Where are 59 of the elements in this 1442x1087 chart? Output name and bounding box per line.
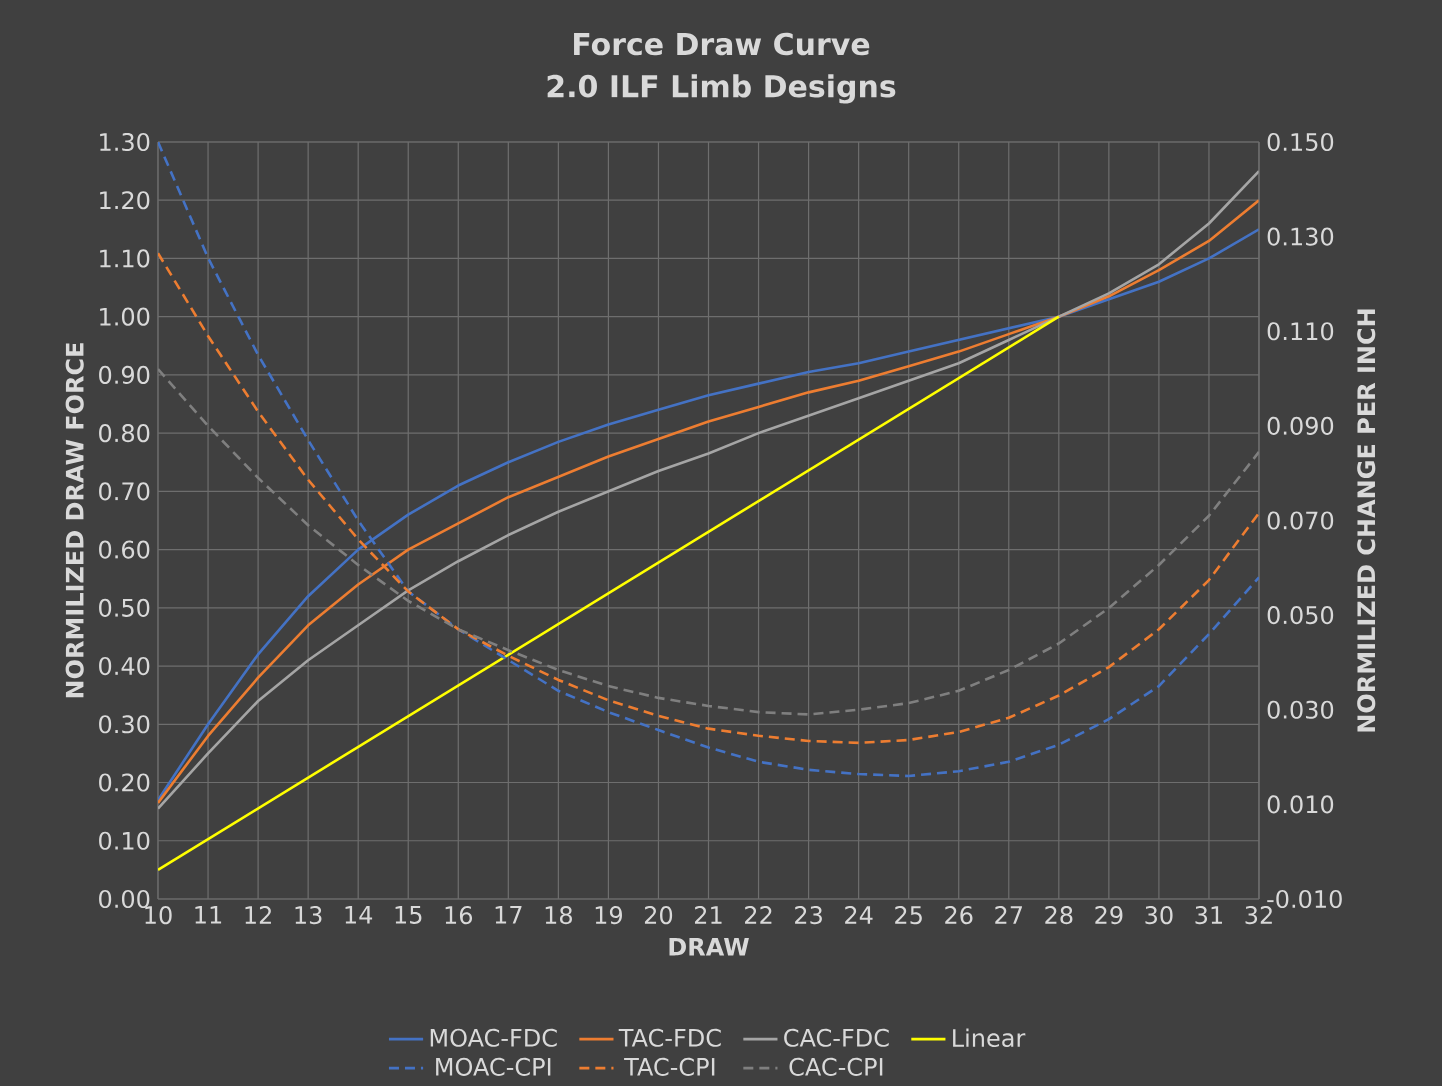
x-tick-label: 31 xyxy=(1195,906,1222,925)
x-tick-label: 29 xyxy=(1095,906,1123,925)
legend-label: MOAC-FDC xyxy=(430,1028,557,1048)
y2-tick-label: 0.110 xyxy=(1267,322,1334,341)
line-series xyxy=(158,368,1259,716)
x-tick-label: 30 xyxy=(1145,906,1173,925)
chart-subtitle: 2.0 ILF Limb Designs xyxy=(547,74,896,104)
y2-tick-label: 0.130 xyxy=(1267,227,1334,246)
legend-label: TAC-FDC xyxy=(618,1028,721,1048)
x-tick-label: 18 xyxy=(545,906,572,925)
y-tick-label: 0.00 xyxy=(99,890,150,909)
y2-tick-label: 0.010 xyxy=(1267,795,1334,814)
y-tick-label: 1.00 xyxy=(100,307,150,326)
legend-label: Linear xyxy=(953,1028,1026,1048)
y2-tick-label: 0.150 xyxy=(1267,133,1334,152)
x-tick-label: 21 xyxy=(694,906,722,925)
legend-label: TAC-CPI xyxy=(624,1057,715,1077)
x-tick-label: 10 xyxy=(145,906,172,925)
y-tick-label: 0.30 xyxy=(99,715,150,734)
x-tick-label: 24 xyxy=(845,906,873,925)
y-axis-title: NORMILIZED DRAW FORCE xyxy=(65,343,84,698)
y-tick-label: 0.50 xyxy=(99,598,150,618)
x-tick-label: 25 xyxy=(895,906,922,925)
y-tick-label: 0.40 xyxy=(99,657,150,676)
x-tick-label: 23 xyxy=(795,906,822,925)
x-axis-title: DRAW xyxy=(669,938,749,956)
y-tick-label: 1.30 xyxy=(100,133,150,152)
y2-tick-label: 0.050 xyxy=(1267,606,1334,625)
x-tick-label: 22 xyxy=(745,906,772,925)
x-tick-label: 27 xyxy=(995,906,1022,925)
x-tick-label: 20 xyxy=(644,906,673,925)
x-tick-label: 19 xyxy=(595,906,622,925)
y-tick-label: 0.70 xyxy=(99,482,150,501)
x-tick-label: 11 xyxy=(195,906,222,924)
y-tick-label: 1.20 xyxy=(100,191,150,210)
x-tick-label: 13 xyxy=(295,906,322,925)
x-tick-label: 17 xyxy=(495,906,522,924)
legend-label: CAC-CPI xyxy=(789,1057,883,1077)
legend-label: MOAC-CPI xyxy=(436,1057,551,1077)
y-tick-label: 0.80 xyxy=(99,424,150,443)
x-tick-label: 16 xyxy=(445,906,473,925)
y2-tick-label: 0.070 xyxy=(1267,511,1334,530)
y2-tick-label: 0.090 xyxy=(1267,416,1334,436)
legend-label: CAC-FDC xyxy=(784,1028,889,1048)
y2-axis-title: NORMILIZED CHANGE PER INCH xyxy=(1357,309,1376,732)
x-tick-label: 26 xyxy=(945,906,973,925)
x-tick-label: 14 xyxy=(345,906,373,924)
x-tick-label: 15 xyxy=(395,906,422,925)
y-tick-label: 1.10 xyxy=(100,249,150,268)
y2-tick-label: -0.010 xyxy=(1267,890,1342,909)
x-tick-label: 12 xyxy=(245,906,271,925)
x-tick-label: 28 xyxy=(1045,906,1073,925)
x-tick-label: 32 xyxy=(1245,906,1272,925)
y-tick-label: 0.90 xyxy=(99,366,150,385)
y2-tick-label: 0.030 xyxy=(1267,700,1334,720)
y-tick-label: 0.60 xyxy=(99,540,150,559)
y-tick-label: 0.20 xyxy=(99,773,150,792)
chart-title: Force Draw Curve xyxy=(574,32,870,56)
y-tick-label: 0.10 xyxy=(99,831,150,851)
